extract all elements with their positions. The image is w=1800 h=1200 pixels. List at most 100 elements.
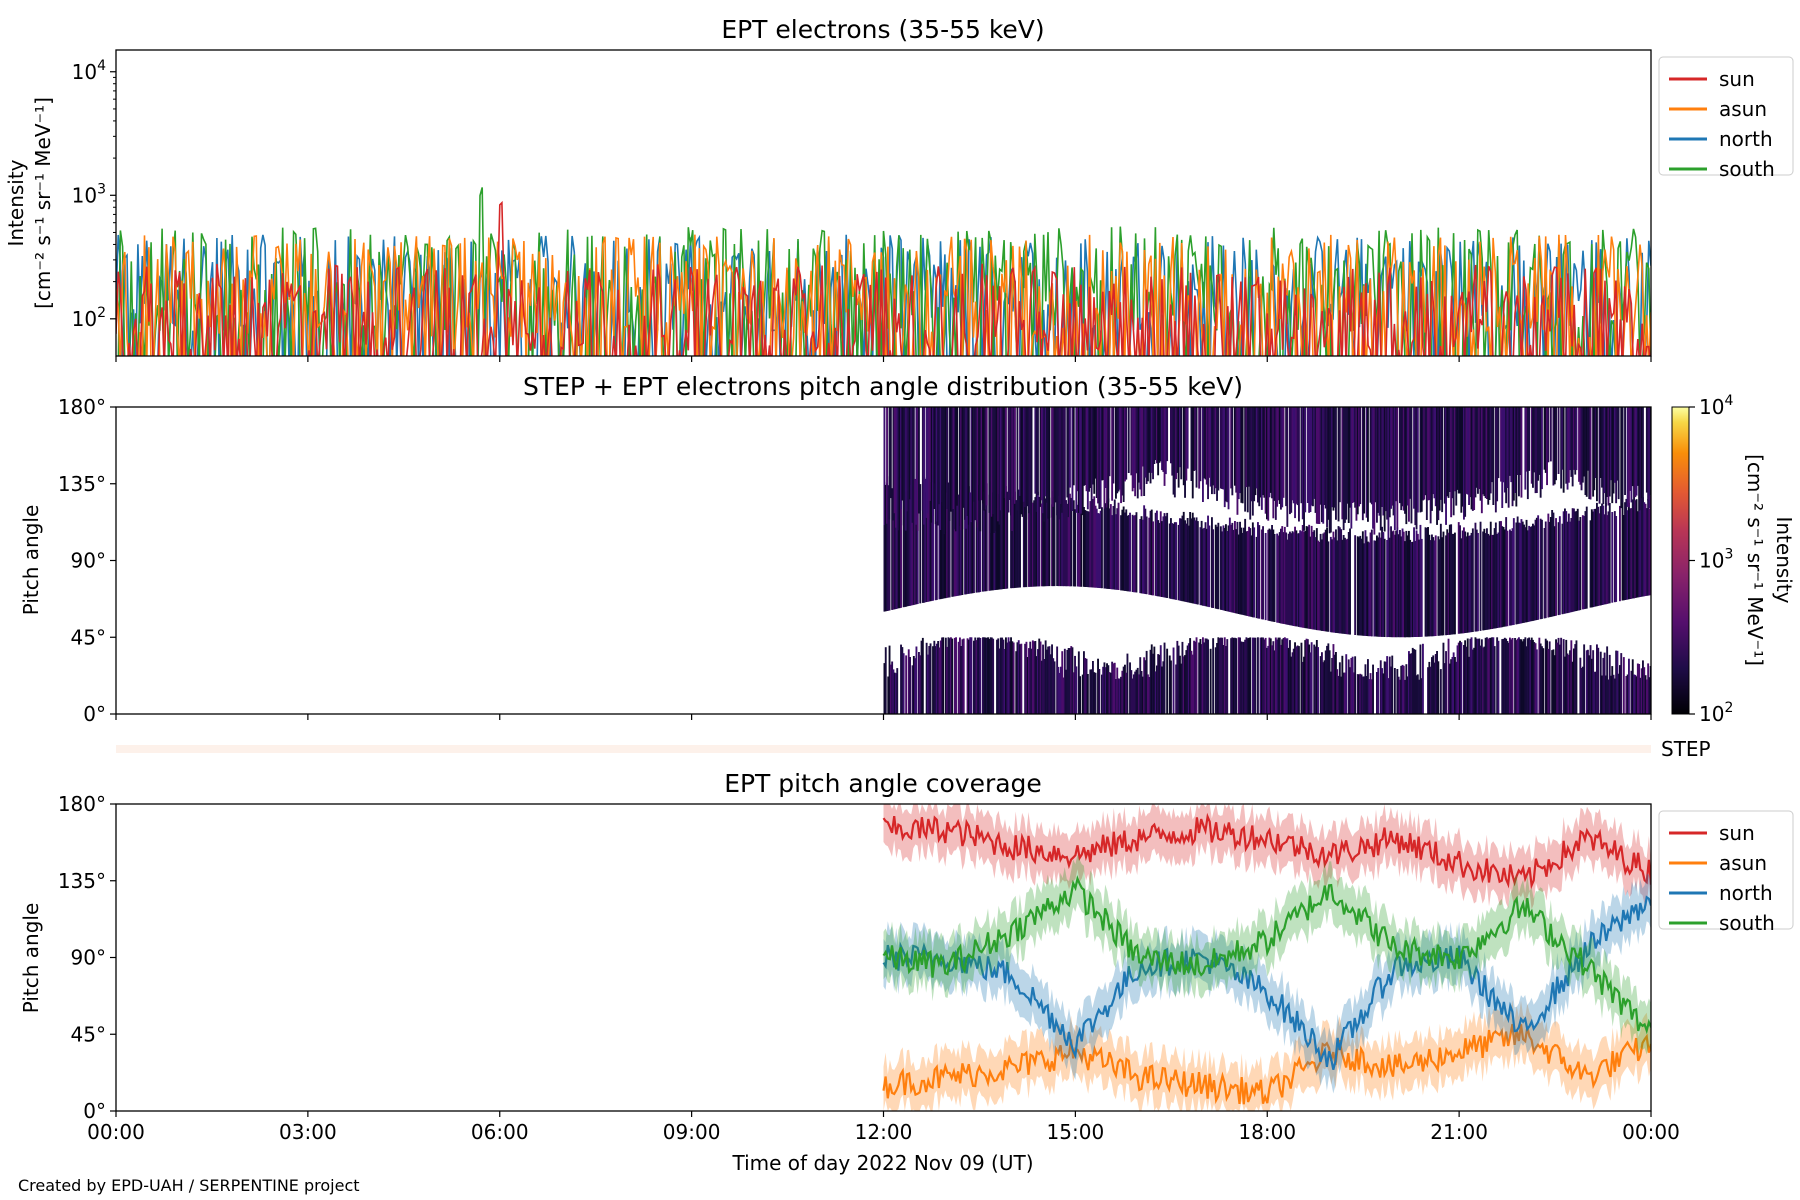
heatmap-cell [1416,533,1419,637]
heatmap-cell [1542,648,1545,714]
heatmap-cell [1543,407,1546,470]
heatmap-cell [1447,532,1450,635]
heatmap-cell [898,407,901,519]
heatmap-cell [1264,533,1267,621]
legend-label-south: south [1719,911,1775,935]
heatmap-cell [1107,407,1110,503]
heatmap-cell [1547,407,1550,463]
heatmap-cell [1304,531,1307,629]
y-tick-label: 0° [83,1099,106,1123]
heatmap-cell [971,480,974,594]
heatmap-cell [944,407,947,533]
heatmap-cell [1505,407,1508,504]
heatmap-cell [1335,407,1337,520]
heatmap-cell [1329,671,1332,714]
heatmap-cell [1093,407,1096,494]
heatmap-cell [1039,641,1042,714]
heatmap-cell [1268,528,1271,621]
heatmap-cell [1465,407,1468,494]
heatmap-cell [1524,527,1527,623]
heatmap-cell [1312,407,1314,507]
heatmap-cell [1351,656,1354,714]
heatmap-cell [1326,527,1328,632]
heatmap-cell [1294,526,1296,627]
heatmap-cell [1121,407,1124,496]
heatmap-cell [933,640,936,714]
heatmap-cell [1638,511,1641,598]
heatmap-cell [1117,678,1120,714]
heatmap-cell [1046,649,1048,714]
heatmap-cell [961,639,964,714]
heatmap-cell [1053,661,1056,714]
heatmap-cell [1642,497,1644,597]
heatmap-cell [1418,539,1421,637]
heatmap-cell [1012,407,1015,505]
heatmap-cell [1332,644,1335,714]
heatmap-cell [1359,673,1362,714]
heatmap-cell [1246,531,1249,616]
heatmap-cell [1172,407,1175,495]
heatmap-cell [1427,527,1429,637]
heatmap-cell [900,407,902,510]
heatmap-cell [1570,640,1573,714]
heatmap-cell [1338,407,1341,503]
heatmap-cell [1562,407,1565,493]
panel1-x-ticks [115,356,1652,362]
heatmap-cell [1358,407,1360,507]
heatmap-cell [1283,526,1286,625]
heatmap-cell [1282,407,1285,498]
heatmap-cell [1628,502,1630,600]
heatmap-cell [1512,407,1515,501]
heatmap-cell [1309,536,1312,629]
heatmap-cell [1615,407,1618,504]
heatmap-cell [1324,529,1327,632]
heatmap-cell [1479,521,1482,631]
heatmap-cell [955,637,957,714]
heatmap-cell [1524,407,1527,490]
heatmap-cell [1117,407,1120,492]
heatmap-cell [1159,645,1162,714]
heatmap-cell [1116,667,1119,714]
heatmap-cell [1584,407,1587,495]
heatmap-cell [1617,407,1620,500]
heatmap-cell [1323,660,1326,714]
heatmap-cell [1015,500,1018,588]
panel3-y-ticks: 0°45°90°135°180° [58,792,116,1123]
heatmap-cell [960,407,963,531]
heatmap-cell [1370,679,1373,714]
heatmap-cell [1208,525,1211,608]
heatmap-cell [1019,644,1021,714]
heatmap-cell [1470,407,1473,510]
heatmap-cell [1204,638,1207,714]
heatmap-cell [1374,540,1377,637]
heatmap-cell [1639,504,1642,597]
heatmap-cell [1084,407,1087,485]
heatmap-cell [1030,648,1033,714]
heatmap-cell [1189,512,1192,603]
heatmap-cell [1121,670,1124,714]
heatmap-cell [1594,671,1597,714]
heatmap-cell [1359,535,1362,636]
heatmap-cell [1168,523,1171,599]
heatmap-cell [1544,521,1547,619]
heatmap-cell [1516,516,1519,625]
heatmap-cell [1388,656,1391,714]
heatmap-cell [1163,642,1166,714]
panel1-series-group [116,187,1651,356]
coverage-line-south [882,875,1651,1035]
heatmap-cell [1134,671,1137,714]
heatmap-cell [937,407,940,526]
heatmap-cell [1399,407,1401,504]
heatmap-cell [997,483,1000,590]
heatmap-cell [1565,511,1568,614]
coverage-line-asun [882,1023,1651,1105]
heatmap-cell [953,407,956,530]
heatmap-cell [1217,637,1220,714]
heatmap-cell [1452,533,1455,635]
heatmap-cell [1446,407,1449,497]
heatmap-cell [1298,407,1300,522]
heatmap-cell [1204,522,1207,607]
heatmap-cell [1602,407,1605,505]
heatmap-cell [1094,505,1097,588]
heatmap-cell [1626,407,1629,507]
